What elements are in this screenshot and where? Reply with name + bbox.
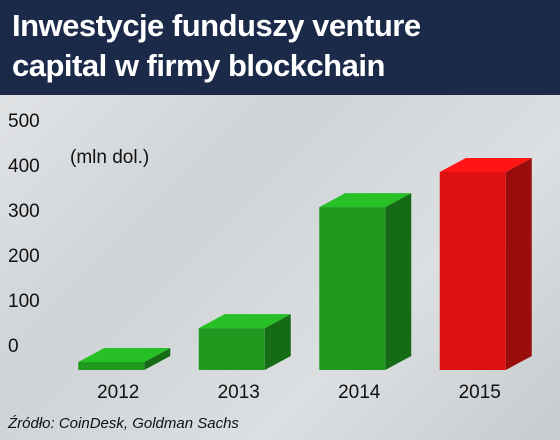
- bar: [78, 348, 171, 370]
- bar: [439, 158, 532, 370]
- y-tick-label: 400: [8, 156, 40, 177]
- bar-top: [439, 158, 532, 172]
- x-tick-label: 2015: [459, 382, 501, 403]
- x-tick-label: 2012: [97, 382, 139, 403]
- y-tick-label: 500: [8, 111, 40, 132]
- bar-side: [264, 314, 291, 370]
- y-tick-label: 0: [8, 336, 19, 357]
- y-tick-label: 300: [8, 201, 40, 222]
- bar-top: [319, 193, 412, 208]
- x-tick-label: 2013: [218, 382, 260, 403]
- title-band: Inwestycje funduszy venture capital w fi…: [0, 0, 560, 95]
- bar-side: [144, 348, 171, 370]
- x-tick-label: 2014: [338, 382, 381, 403]
- y-tick-label: 100: [8, 291, 40, 312]
- bar-top: [78, 348, 171, 362]
- source: Źródło: CoinDesk, Goldman Sachs: [7, 415, 239, 432]
- bar-front: [319, 207, 386, 370]
- unit-label: (mln dol.): [70, 147, 149, 168]
- bar-side: [385, 193, 412, 370]
- bar: [319, 193, 412, 370]
- bar-top: [198, 314, 291, 329]
- bar: [198, 314, 291, 370]
- y-tick-label: 200: [8, 246, 40, 267]
- chart-title: Inwestycje funduszy venture capital w fi…: [12, 8, 421, 83]
- bar-front: [198, 328, 265, 370]
- bar-side: [505, 158, 532, 370]
- bar-front: [78, 362, 145, 370]
- bar-front: [439, 172, 506, 370]
